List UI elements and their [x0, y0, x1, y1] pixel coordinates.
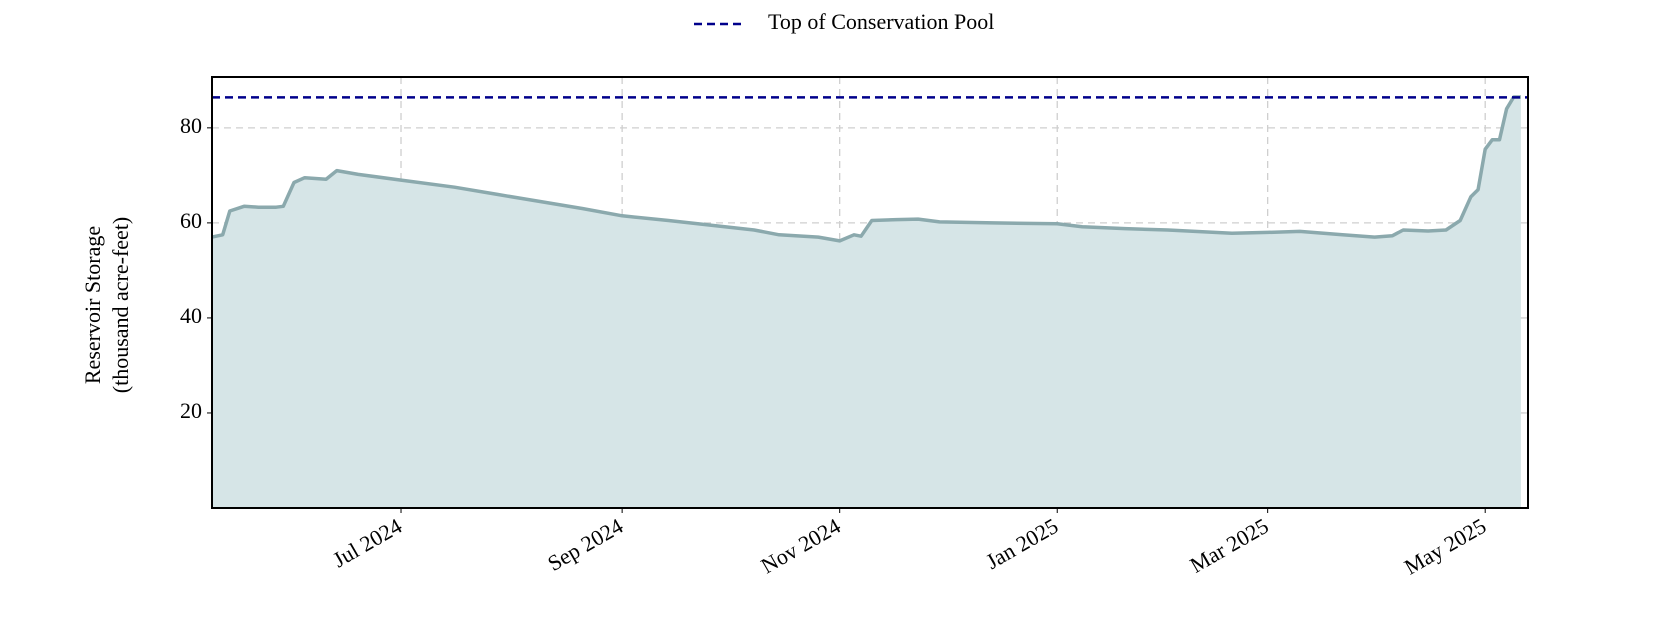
- y-tick-label: 40: [180, 303, 202, 328]
- x-tick-label: Mar 2025: [1186, 513, 1273, 578]
- area: [212, 97, 1521, 508]
- plot-frame: [211, 76, 1529, 509]
- y-tick-label: 80: [180, 113, 202, 138]
- x-tick-label: May 2025: [1400, 513, 1490, 580]
- x-tick-label: Jul 2024: [328, 513, 406, 572]
- line: [211, 95, 1521, 243]
- y-tick-label: 60: [180, 208, 202, 233]
- y-axis-label-line: Reservoir Storage: [80, 226, 105, 384]
- x-tick-label: Jan 2025: [981, 513, 1062, 574]
- x-tick-label: Sep 2024: [543, 513, 627, 576]
- y-axis-label-line: (thousand acre-feet): [108, 217, 133, 394]
- x-tick-label: Nov 2024: [757, 513, 845, 578]
- legend-label: Top of Conservation Pool: [768, 9, 994, 34]
- y-tick-label: 20: [180, 398, 202, 423]
- y-axis-label: Reservoir Storage (thousand acre-feet): [80, 217, 133, 394]
